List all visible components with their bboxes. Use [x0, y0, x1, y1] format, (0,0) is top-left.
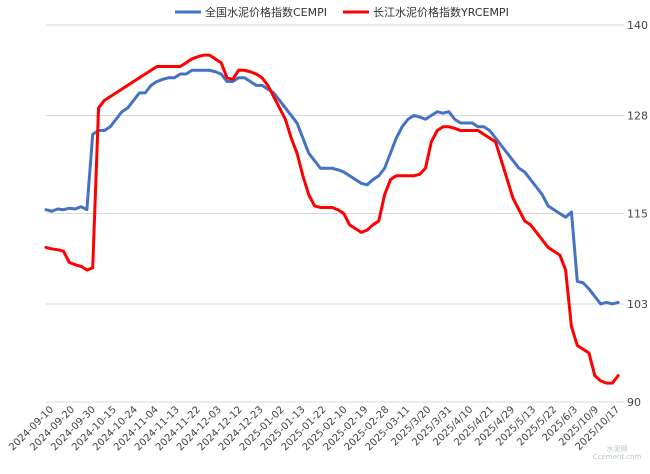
legend: 全国水泥价格指数CEMPI 长江水泥价格指数YRCEMPI — [175, 5, 509, 19]
y-tick-label: 103 — [627, 298, 648, 311]
watermark: 水泥网 Ccement.com — [593, 444, 642, 461]
watermark-line2: Ccement.com — [593, 453, 642, 461]
series-lines — [44, 53, 620, 385]
grid-lines — [46, 24, 624, 403]
y-axis-ticks: 90 103 115 128 140 — [627, 19, 648, 409]
y-tick-label: 90 — [627, 396, 641, 409]
legend-label-0: 全国水泥价格指数CEMPI — [205, 5, 327, 19]
y-tick-label: 128 — [627, 109, 648, 122]
series-line-0 — [44, 68, 620, 306]
y-tick-label: 115 — [627, 208, 648, 221]
y-tick-label: 140 — [627, 19, 648, 32]
legend-label-1: 长江水泥价格指数YRCEMPI — [373, 5, 509, 19]
series-line-1 — [44, 53, 620, 385]
watermark-line1: 水泥网 — [607, 444, 628, 453]
x-axis-ticks: 2024-09-102024-09-202024-09-302024-10-15… — [7, 404, 622, 453]
